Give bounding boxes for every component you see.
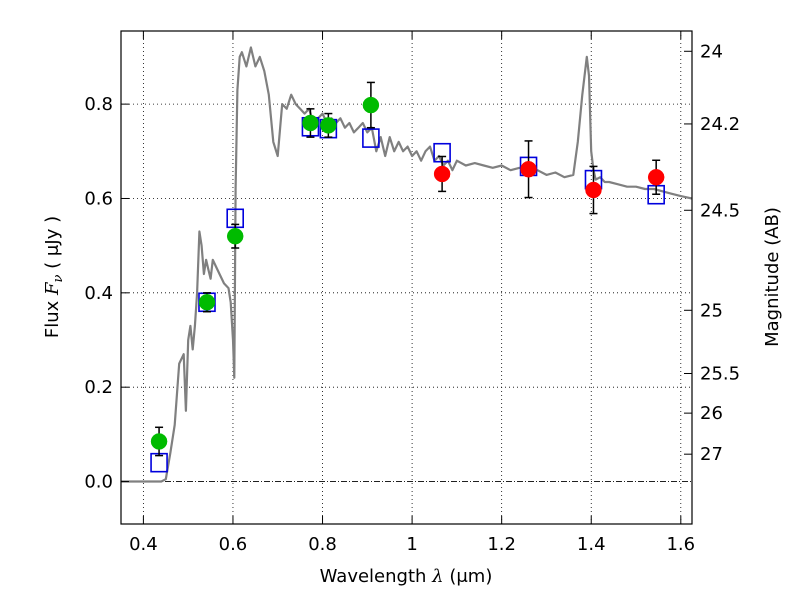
x-tick-label: 1.2 [487,534,516,555]
y-tick-label: 0.2 [84,377,113,398]
measured-point [585,181,602,199]
mag-tick-label: 27 [700,444,723,465]
x-tick-label: 0.4 [129,534,158,555]
model-sed-line [121,46,692,483]
measured-point [150,433,168,450]
mag-tick-label: 24 [700,41,723,62]
measured-point [226,227,244,245]
grid [121,31,692,524]
x-tick-label: 0.8 [308,534,337,555]
model-sed-layer [121,46,692,483]
x-axis-label: Wavelength λ (μm) [320,566,493,587]
synthetic-square [150,452,168,473]
y-tick-label: 0.0 [84,472,113,493]
measured-point [647,168,665,186]
x-tick-label: 1.6 [666,534,695,555]
mag-tick-label: 24.5 [700,200,740,221]
y2-axis-label: Magnitude (AB) [762,207,783,347]
photometry-layer [150,81,665,473]
measured-point [520,160,537,178]
mag-tick-label: 25 [700,300,723,321]
mag-tick-label: 26 [700,403,723,424]
y-tick-label: 0.8 [84,94,113,115]
measured-point [320,117,337,134]
y-axis-label: Flux Fν ( μJy ) [42,216,66,338]
x-tick-label: 1.4 [577,534,606,555]
measured-point [198,294,216,311]
mag-tick-label: 24.2 [700,114,740,135]
measured-point [302,114,319,132]
measured-point [362,96,380,114]
plot-frame [120,30,693,525]
ticks: 0.4 0.6 0.8 1 1.2 1.4 1.6 0.0 0.2 0.4 0.6 0.8 24 24.2… [84,31,740,555]
x-tick-label: 0.6 [219,534,248,555]
mag-tick-label: 25.5 [700,364,740,385]
y-tick-label: 0.4 [84,283,113,304]
measured-point [433,165,451,183]
synthetic-square [362,128,380,148]
y-tick-label: 0.6 [84,188,113,209]
x-tick-label: 1 [406,534,417,555]
